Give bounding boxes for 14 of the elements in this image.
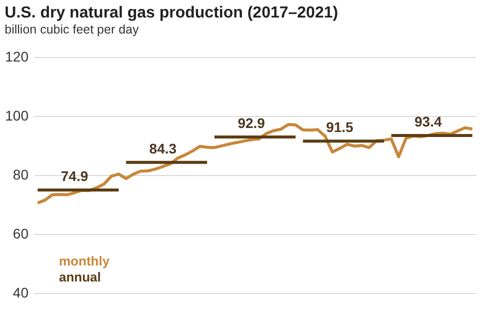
y-tick-label: 100 [5, 108, 29, 124]
data-label: 74.9 [60, 168, 88, 184]
y-tick-label: 60 [12, 226, 29, 242]
text: monthly [59, 254, 110, 268]
data-label: 84.3 [149, 140, 177, 156]
y-tick-label: 120 [5, 48, 29, 64]
chart-title: U.S. dry natural gas production (2017–2021) [4, 4, 338, 22]
data-label: 91.5 [326, 119, 354, 136]
text: annual [59, 270, 101, 284]
y-tick-label: 80 [12, 166, 29, 182]
data-label: 92.9 [238, 114, 266, 131]
y-tick-label: 40 [12, 284, 29, 300]
chart-subtitle: billion cubic feet per day [4, 22, 140, 36]
data-label: 93.4 [414, 113, 442, 130]
